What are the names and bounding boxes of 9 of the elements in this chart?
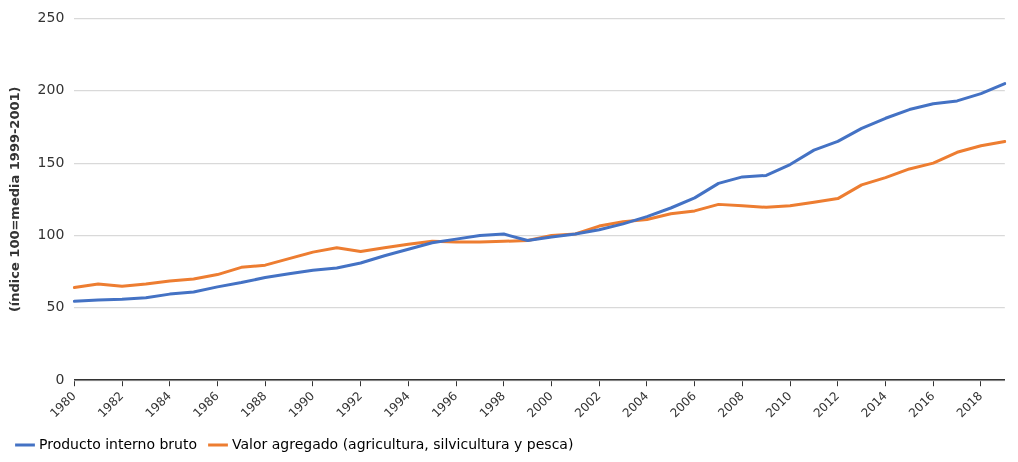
legend-label: Producto interno bruto — [39, 435, 198, 452]
y-tick-label: 0 — [55, 370, 65, 387]
y-tick-label: 50 — [46, 298, 65, 315]
y-tick-label: 250 — [37, 9, 65, 26]
y-tick-label: 100 — [37, 226, 65, 243]
y-axis-title: (índice 100=media 1999-2001) — [7, 86, 23, 313]
y-tick-label: 200 — [37, 81, 65, 98]
y-tick-label: 150 — [37, 153, 65, 170]
legend-label: Valor agregado (agricultura, silvicultura y pesca) — [232, 435, 574, 452]
